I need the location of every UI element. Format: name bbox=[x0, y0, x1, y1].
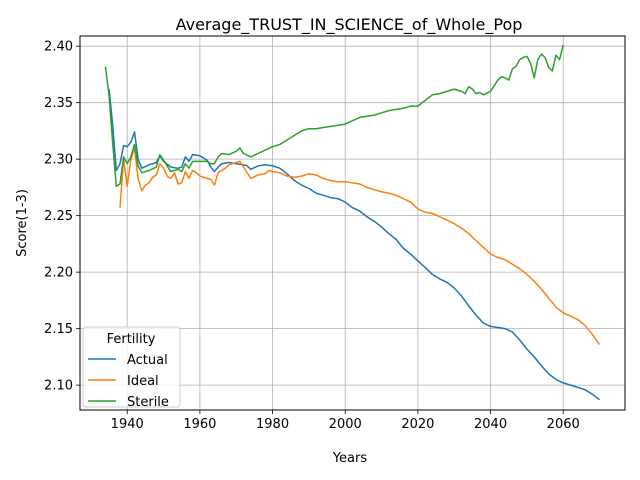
y-tick-label: 2.10 bbox=[44, 379, 73, 394]
series-line-ideal bbox=[119, 147, 601, 345]
x-tick-label: 1980 bbox=[256, 417, 289, 432]
series-lines bbox=[104, 44, 601, 401]
x-tick-label: 2020 bbox=[401, 417, 434, 432]
legend-label-actual: Actual bbox=[127, 353, 168, 368]
y-tick-label: 2.40 bbox=[44, 40, 73, 55]
x-tick-label: 1940 bbox=[111, 417, 144, 432]
series-line-sterile bbox=[104, 44, 564, 188]
y-tick-label: 2.20 bbox=[44, 266, 73, 281]
x-tick-label: 2040 bbox=[474, 417, 507, 432]
y-tick-label: 2.35 bbox=[44, 96, 73, 111]
legend-label-sterile: Sterile bbox=[127, 395, 169, 410]
y-tick-label: 2.30 bbox=[44, 153, 73, 168]
grid bbox=[80, 36, 625, 410]
plot-frame bbox=[79, 35, 626, 411]
y-tick-label: 2.15 bbox=[44, 322, 73, 337]
axis-ticks: 1940 1960 1980 2000 2020 2040 2060 2.10 2.15 2.20… bbox=[44, 40, 580, 432]
legend-title: Fertility bbox=[107, 332, 156, 347]
legend-label-ideal: Ideal bbox=[127, 374, 159, 389]
x-tick-label: 2060 bbox=[547, 417, 580, 432]
legend: Fertility Actual Ideal Sterile bbox=[82, 326, 181, 410]
x-tick-label: 1960 bbox=[183, 417, 216, 432]
legend-box bbox=[82, 326, 181, 408]
x-axis-label: Years bbox=[332, 451, 368, 466]
y-tick-label: 2.25 bbox=[44, 209, 73, 224]
y-axis-label: Score(1-3) bbox=[15, 189, 30, 257]
x-tick-label: 2000 bbox=[329, 417, 362, 432]
chart-title: Average_TRUST_IN_SCIENCE_of_Whole_Pop bbox=[176, 15, 523, 35]
